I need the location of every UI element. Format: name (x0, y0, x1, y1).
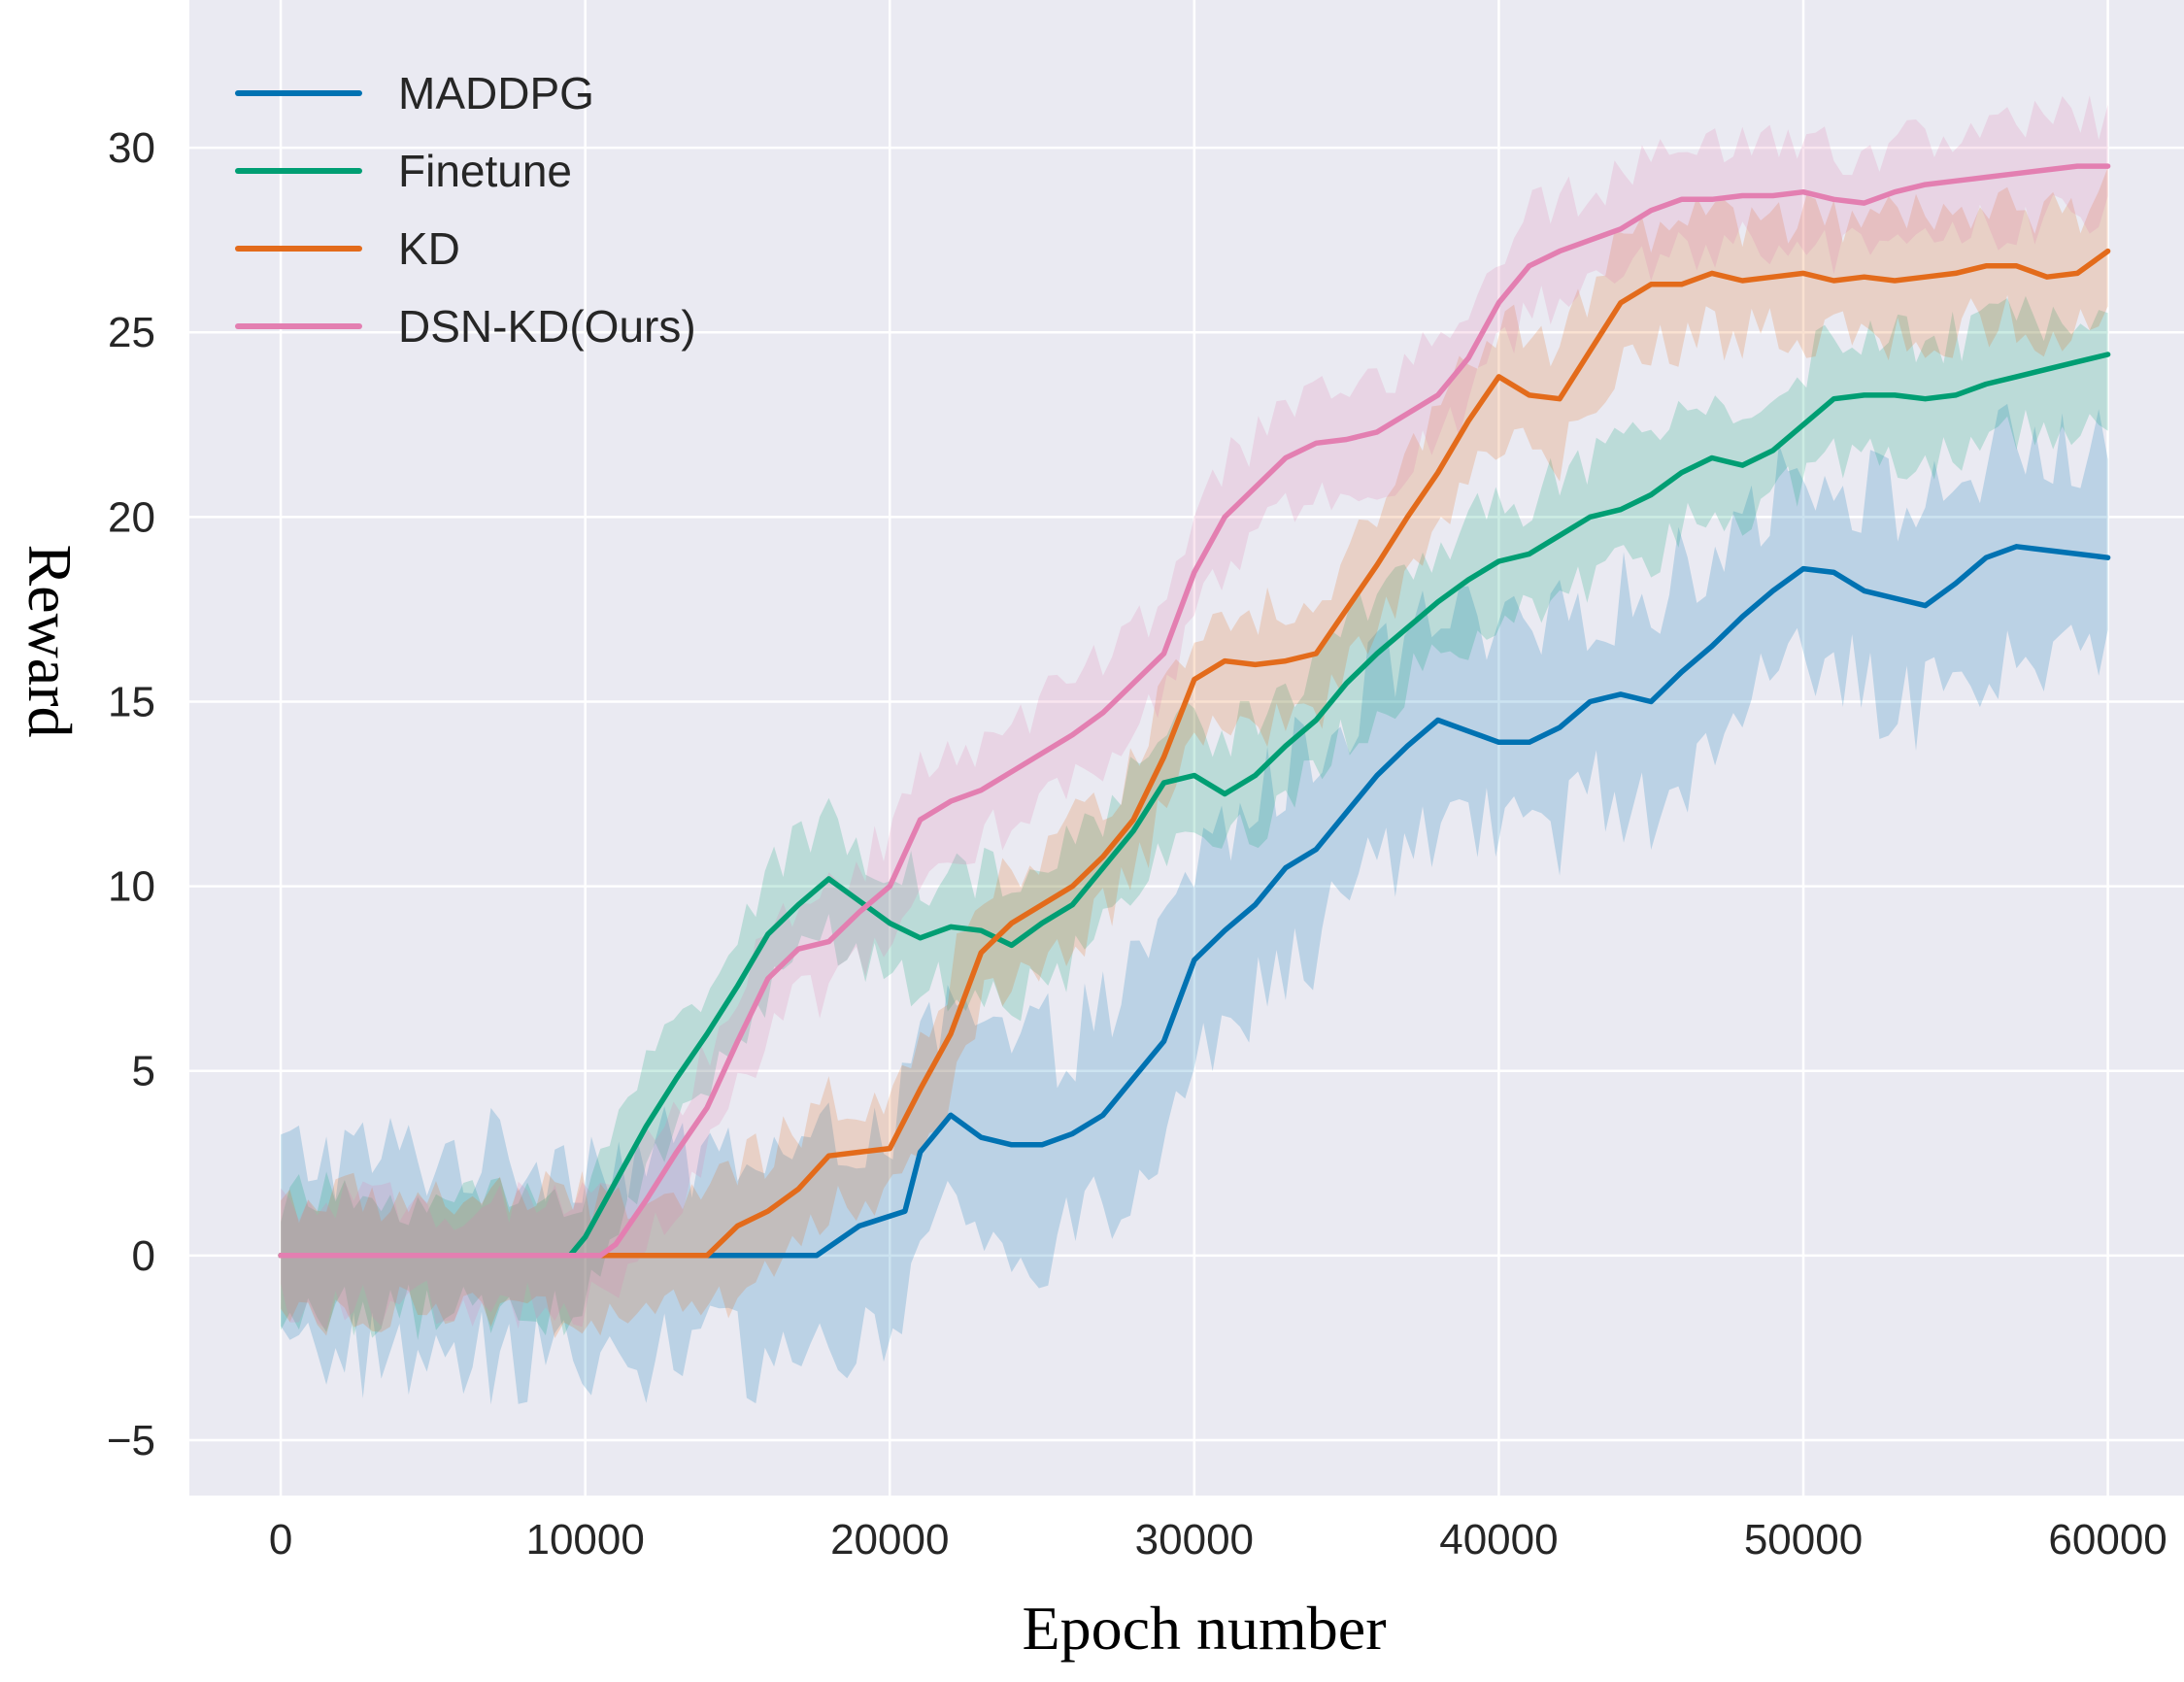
confidence-band-1 (281, 295, 2108, 1340)
x-tick-label: 50000 (1744, 1516, 1863, 1564)
plot-background (189, 0, 2184, 1496)
legend-label-3: DSN-KD(Ours) (398, 301, 696, 352)
y-tick-label: 15 (108, 678, 155, 725)
series-line-2 (278, 248, 2111, 1259)
x-tick-label: 40000 (1439, 1516, 1558, 1564)
series-line-1 (278, 352, 2111, 1259)
x-tick-label: 30000 (1135, 1516, 1254, 1564)
x-tick-labels: 0 10000 20000 30000 40000 50000 60000 (269, 1516, 2167, 1564)
confidence-band-3 (281, 95, 2108, 1329)
y-tick-label: −5 (107, 1417, 155, 1464)
series-lines (278, 163, 2111, 1259)
series-line-3 (278, 163, 2111, 1259)
x-tick-label: 60000 (2048, 1516, 2167, 1564)
y-tick-label: 30 (108, 124, 155, 172)
y-tick-label: 5 (132, 1048, 155, 1095)
confidence-band-2 (281, 167, 2108, 1339)
series-line-0 (278, 544, 2111, 1259)
legend-label-2: KD (398, 223, 460, 274)
y-tick-label: 0 (132, 1232, 155, 1280)
legend-label-0: MADDPG (398, 68, 594, 118)
x-tick-label: 10000 (525, 1516, 644, 1564)
y-tick-label: 20 (108, 493, 155, 541)
confidence-bands (281, 95, 2108, 1405)
x-tick-label: 0 (269, 1516, 292, 1564)
x-axis-title: Epoch number (1023, 1594, 1387, 1663)
legend: MADDPG Finetune KD DSN-KD(Ours) (235, 68, 696, 352)
y-tick-labels: −5 0 5 10 15 20 25 30 (107, 124, 155, 1464)
x-tick-label: 20000 (830, 1516, 949, 1564)
y-tick-label: 10 (108, 863, 155, 911)
legend-label-1: Finetune (398, 146, 572, 196)
y-axis-title: Reward (16, 544, 84, 737)
y-tick-label: 25 (108, 309, 155, 356)
confidence-band-0 (281, 403, 2108, 1405)
